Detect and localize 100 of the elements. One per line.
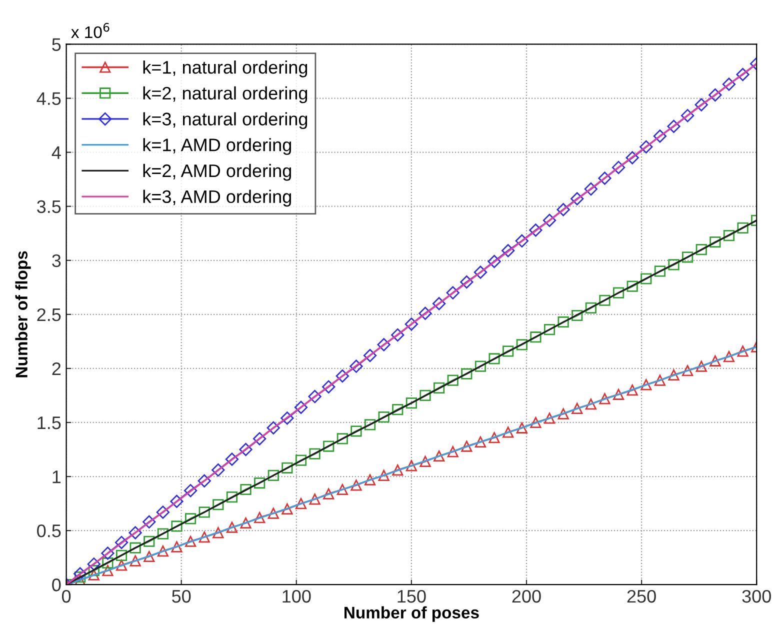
point [130,555,141,566]
point [225,452,239,466]
point [350,426,362,437]
point [116,550,128,561]
point [391,328,404,342]
point [447,374,458,386]
point [252,432,266,446]
point [377,338,390,352]
legend-label: k=1, AMD ordering [143,138,292,155]
point [74,567,87,580]
point [502,244,515,258]
point [198,531,210,543]
y-tick-label: 4 [52,146,61,159]
point [392,464,404,476]
point [418,306,432,320]
point [171,541,182,552]
point [157,546,168,557]
point [710,236,721,248]
point [184,484,198,498]
x-tick-label: 50 [172,590,191,603]
point [364,474,376,486]
point [668,369,680,380]
point [461,368,472,380]
point [598,172,612,185]
point [171,520,182,532]
x-axis-title: Number of poses [344,606,479,622]
point [156,506,170,519]
point [254,477,266,489]
point [268,508,279,519]
point [212,527,224,538]
point [130,542,141,554]
point [654,266,666,277]
point [488,432,500,444]
point [516,422,528,434]
point [515,234,528,248]
legend-label: k=3, natural ordering [143,112,308,130]
point [682,365,694,376]
point [185,513,196,524]
point [114,536,128,550]
point [558,408,569,420]
x-tick-label: 250 [627,590,656,603]
point [708,88,722,102]
point [474,436,486,448]
point [280,412,294,425]
point [446,286,460,300]
point [350,360,363,373]
point [584,182,598,196]
point [87,557,100,571]
point [640,140,653,154]
point [434,382,445,394]
point [696,360,707,372]
point [432,297,446,310]
point [309,494,320,505]
y-tick-label: 5 [52,38,61,51]
point [198,474,211,488]
point [474,266,488,279]
point [640,273,652,284]
point [530,416,542,428]
point [363,348,377,362]
point [240,517,252,529]
y-tick-label: 0.5 [37,524,61,538]
point [723,351,735,362]
point [434,450,445,462]
point [460,275,474,289]
point [226,492,238,503]
y-tick-label: 1 [52,470,61,484]
point [74,571,86,583]
point [378,470,390,482]
point [102,557,114,569]
point [144,536,155,547]
point [572,402,583,414]
point [710,355,721,366]
y-tick-label: 0 [52,578,61,592]
x-tick-label: 200 [512,590,541,603]
point [406,460,418,472]
y-tick-label: 2 [52,362,61,375]
point [668,259,680,270]
point [308,390,322,404]
point [654,374,666,386]
point [626,151,639,164]
point [474,360,486,372]
point [404,318,418,331]
point [102,564,114,576]
point [323,488,334,500]
point [392,404,404,416]
point [461,440,472,452]
point [612,160,626,174]
legend-label: k=1, natural ordering [143,60,308,78]
y-tick-label: 2.5 [37,308,61,322]
point [722,78,736,91]
point [254,512,266,524]
y-axis-title: Number of flops [15,251,31,378]
point [502,346,514,357]
legend-label: k=3, AMD ordering [143,190,292,207]
point [88,569,100,580]
point [142,515,156,529]
point [544,412,556,424]
x-tick-label: 150 [398,590,426,603]
point [723,230,735,242]
point [585,398,596,410]
